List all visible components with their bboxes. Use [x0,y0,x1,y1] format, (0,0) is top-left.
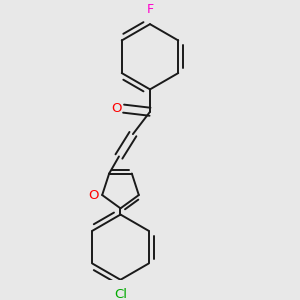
Text: O: O [88,188,99,202]
Text: O: O [112,102,122,115]
Text: Cl: Cl [114,287,127,300]
Text: F: F [146,3,154,16]
